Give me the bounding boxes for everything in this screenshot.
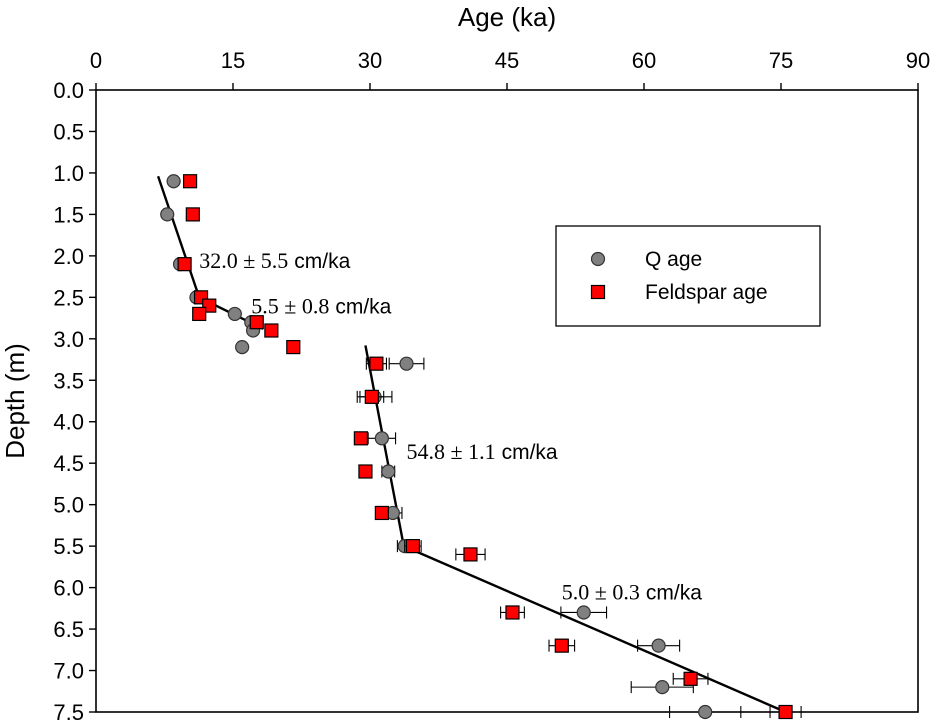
y-tick-label: 4.5 (53, 451, 84, 476)
legend-label: Feldspar age (645, 281, 768, 304)
y-tick-label: 5.0 (53, 493, 84, 518)
feldspar-age-point (264, 323, 279, 338)
y-tick-label: 4.0 (53, 410, 84, 435)
x-tick-label: 60 (632, 48, 656, 73)
q-age-point (227, 306, 242, 322)
feldspar-age-point (463, 547, 478, 562)
legend-marker-square (590, 284, 606, 300)
feldspar-age-point (353, 431, 368, 446)
feldspar-age-point (369, 356, 384, 371)
feldspar-age-point (374, 505, 389, 521)
y-tick-label: 6.5 (53, 617, 84, 642)
feldspar-age-point (405, 539, 421, 554)
y-tick-label: 3.5 (53, 368, 84, 393)
feldspar-age-point (249, 315, 264, 330)
y-tick-label: 0.5 (53, 119, 84, 144)
feldspar-age-point (192, 306, 207, 322)
q-age-point (235, 339, 250, 355)
q-age-point (160, 207, 175, 222)
rate-unit: cm/ka (335, 296, 391, 319)
x-axis-title: Age (ka) (458, 2, 556, 32)
x-tick-label: 45 (495, 48, 519, 73)
y-tick-label: 2.5 (53, 285, 84, 310)
x-tick-label: 0 (90, 48, 102, 73)
y-tick-label: 7.5 (53, 700, 84, 723)
y-tick-label: 7.0 (53, 659, 84, 684)
rate-unit: cm/ka (646, 582, 702, 605)
y-tick-label: 5.5 (53, 534, 84, 559)
q-age-point (166, 174, 181, 189)
feldspar-age-point (182, 174, 198, 189)
rate-value: 5.0 ± 0.3 (562, 580, 640, 605)
feldspar-age-point (505, 605, 520, 620)
feldspar-age-point (364, 389, 379, 404)
rate-value: 5.5 ± 0.8 (251, 294, 329, 319)
y-tick-label: 1.0 (53, 161, 84, 186)
rate-unit: cm/ka (294, 250, 350, 273)
q-age-point (399, 356, 414, 371)
q-age-point (655, 680, 670, 695)
feldspar-age-point (286, 339, 301, 355)
rate-annotation: 32.0 ± 5.5 cm/ka (199, 248, 350, 273)
rate-annotation: 5.0 ± 0.3 cm/ka (562, 580, 702, 605)
y-tick-label: 3.0 (53, 327, 84, 352)
y-tick-label: 0.0 (53, 78, 84, 103)
x-tick-label: 75 (769, 48, 793, 73)
legend-box (555, 225, 821, 327)
x-tick-label: 30 (358, 48, 382, 73)
q-age-point (651, 638, 666, 653)
feldspar-age-point (358, 464, 373, 479)
feldspar-age-point (778, 704, 793, 720)
rate-value: 54.8 ± 1.1 (407, 439, 496, 464)
rate-value: 32.0 ± 5.5 (199, 248, 288, 273)
series-group (160, 174, 802, 720)
legend-label: Q age (645, 248, 702, 271)
q-age-point (576, 605, 591, 620)
legend-marker-circle (590, 251, 606, 267)
feldspar-age-point (554, 638, 569, 653)
q-age-point (381, 464, 396, 479)
q-age-point (374, 431, 389, 446)
feldspar-age-point (185, 207, 200, 222)
y-axis-title: Depth (m) (0, 343, 30, 459)
feldspar-age-point (177, 257, 192, 272)
x-tick-label: 15 (221, 48, 245, 73)
rate-annotation: 5.5 ± 0.8 cm/ka (251, 294, 391, 319)
annotations-group: 32.0 ± 5.5 cm/ka 5.5 ± 0.8 cm/ka 54.8 ± 1.1 c… (199, 248, 702, 605)
x-tick-label: 90 (906, 48, 930, 73)
fit-line (364, 345, 787, 714)
y-tick-label: 1.5 (53, 202, 84, 227)
rate-unit: cm/ka (502, 441, 558, 464)
y-tick-label: 2.0 (53, 244, 84, 269)
feldspar-age-point (683, 671, 698, 686)
y-tick-label: 6.0 (53, 576, 84, 601)
rate-annotation: 54.8 ± 1.1 cm/ka (407, 439, 558, 464)
q-age-point (698, 704, 713, 720)
legend: Q age Feldspar age (555, 225, 821, 327)
